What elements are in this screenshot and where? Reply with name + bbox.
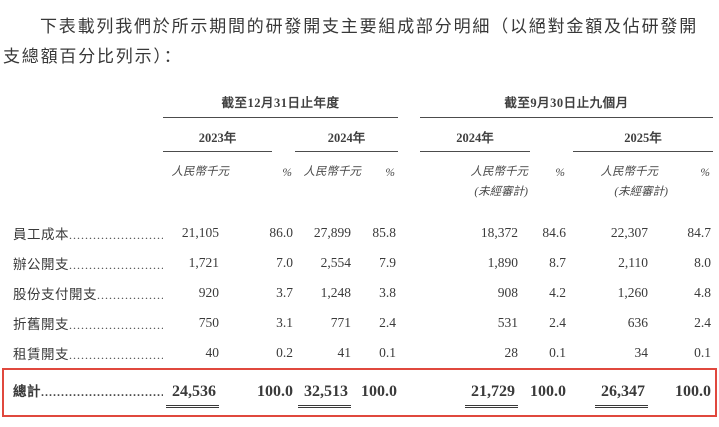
value-cell: 0.1 bbox=[549, 345, 566, 360]
unit-label: 人民幣千元 bbox=[171, 166, 230, 178]
row-label: 辦公開支 bbox=[13, 253, 163, 273]
value-cell: 86.0 bbox=[269, 225, 293, 240]
table-row-share-based-payment: 股份支付開支 920 3.7 1,248 3.8 908 4.2 1,260 4… bbox=[13, 278, 713, 308]
pct-label: % bbox=[555, 167, 565, 179]
total-row-highlight-box: 總計 24,536 100.0 32,513 100.0 21,729 100.… bbox=[2, 368, 717, 417]
rnd-expense-table: 截至12月31日止年度 截至9月30日止九個月 2023年 2024年 2024… bbox=[13, 92, 713, 368]
total-value-cell: 100.0 bbox=[361, 383, 397, 400]
table-row-depreciation: 折舊開支 750 3.1 771 2.4 531 2.4 636 2.4 bbox=[13, 308, 713, 338]
total-row-label: 總計 bbox=[13, 380, 163, 400]
row-label: 股份支付開支 bbox=[13, 283, 163, 303]
value-cell: 908 bbox=[497, 285, 518, 300]
value-cell: 1,890 bbox=[487, 255, 518, 270]
value-cell: 85.8 bbox=[372, 225, 396, 240]
dot-leader bbox=[41, 385, 163, 400]
total-value-cell: 24,536 bbox=[163, 383, 229, 408]
value-cell: 40 bbox=[205, 345, 220, 360]
col-group-title-annual: 截至12月31日止年度 bbox=[163, 92, 398, 118]
total-value-cell: 26,347 bbox=[568, 383, 658, 408]
value-cell: 771 bbox=[330, 315, 351, 330]
value-cell: 7.0 bbox=[276, 255, 293, 270]
dot-leader bbox=[69, 228, 163, 243]
value-cell: 4.8 bbox=[694, 285, 711, 300]
value-cell: 0.2 bbox=[276, 345, 293, 360]
value-cell: 1,248 bbox=[320, 285, 351, 300]
value-cell: 7.9 bbox=[379, 255, 396, 270]
dot-leader bbox=[69, 318, 163, 333]
value-cell: 2.4 bbox=[549, 315, 566, 330]
value-cell: 3.8 bbox=[379, 285, 396, 300]
table-row-lease-expenses: 租賃開支 40 0.2 41 0.1 28 0.1 34 0.1 bbox=[13, 338, 713, 368]
value-cell: 920 bbox=[198, 285, 219, 300]
table-header-groups: 截至12月31日止年度 截至9月30日止九個月 bbox=[13, 92, 713, 118]
unaudited-label: (未經審計) bbox=[614, 186, 668, 198]
value-cell: 2.4 bbox=[379, 315, 396, 330]
value-cell: 531 bbox=[497, 315, 518, 330]
dot-leader bbox=[69, 348, 163, 363]
value-cell: 27,899 bbox=[313, 225, 351, 240]
intro-line-1: 下表載列我們於所示期間的研發開支主要組成部分明細（以絕對金額及佔研發開 bbox=[40, 17, 698, 36]
row-label: 折舊開支 bbox=[13, 313, 163, 333]
value-cell: 34 bbox=[634, 345, 649, 360]
value-cell: 21,105 bbox=[181, 225, 219, 240]
value-cell: 1,721 bbox=[188, 255, 219, 270]
value-cell: 4.2 bbox=[549, 285, 566, 300]
value-cell: 84.7 bbox=[687, 225, 711, 240]
value-cell: 22,307 bbox=[610, 225, 648, 240]
pct-label: % bbox=[385, 167, 395, 179]
total-value-cell: 100.0 bbox=[530, 383, 566, 400]
row-label: 員工成本 bbox=[13, 223, 163, 243]
value-cell: 8.0 bbox=[694, 255, 711, 270]
unit-label: 人民幣千元 bbox=[303, 166, 362, 178]
value-cell: 750 bbox=[198, 315, 219, 330]
dot-leader bbox=[69, 258, 163, 273]
col-group-title-ninemonth: 截至9月30日止九個月 bbox=[420, 92, 713, 118]
value-cell: 8.7 bbox=[549, 255, 566, 270]
value-cell: 3.1 bbox=[276, 315, 293, 330]
value-cell: 0.1 bbox=[694, 345, 711, 360]
value-cell: 18,372 bbox=[480, 225, 518, 240]
table-header-years: 2023年 2024年 2024年 2025年 bbox=[13, 127, 713, 152]
year-col-2024: 2024年 bbox=[295, 127, 398, 152]
intro-paragraph: 下表載列我們於所示期間的研發開支主要組成部分明細（以絕對金額及佔研發開支總額百分… bbox=[3, 12, 713, 72]
value-cell: 636 bbox=[627, 315, 648, 330]
pct-label: % bbox=[282, 167, 292, 179]
value-cell: 1,260 bbox=[617, 285, 648, 300]
pct-label: % bbox=[700, 167, 710, 179]
value-cell: 2,110 bbox=[618, 255, 648, 270]
dot-leader bbox=[97, 288, 163, 303]
year-col-2025: 2025年 bbox=[568, 127, 713, 152]
unit-label: 人民幣千元 bbox=[470, 166, 529, 178]
table-body: 員工成本 21,105 86.0 27,899 85.8 18,372 84.6… bbox=[13, 218, 713, 368]
row-label: 租賃開支 bbox=[13, 343, 163, 363]
total-value-cell: 100.0 bbox=[675, 383, 711, 400]
intro-line-2: 支總額百分比列示）： bbox=[3, 47, 183, 66]
total-value-cell: 100.0 bbox=[257, 383, 293, 400]
table-row-employee-costs: 員工成本 21,105 86.0 27,899 85.8 18,372 84.6… bbox=[13, 218, 713, 248]
total-row: 總計 24,536 100.0 32,513 100.0 21,729 100.… bbox=[4, 370, 715, 408]
value-cell: 0.1 bbox=[379, 345, 396, 360]
value-cell: 3.7 bbox=[276, 285, 293, 300]
total-value-cell: 21,729 bbox=[420, 383, 528, 408]
unit-label: 人民幣千元 bbox=[600, 166, 659, 178]
document-page: 下表載列我們於所示期間的研發開支主要組成部分明細（以絕對金額及佔研發開支總額百分… bbox=[0, 12, 719, 427]
value-cell: 2,554 bbox=[320, 255, 351, 270]
value-cell: 84.6 bbox=[542, 225, 566, 240]
value-cell: 41 bbox=[337, 345, 352, 360]
table-row-office-expenses: 辦公開支 1,721 7.0 2,554 7.9 1,890 8.7 2,110… bbox=[13, 248, 713, 278]
year-col-2023: 2023年 bbox=[163, 127, 295, 152]
year-col-2024-ninemonth: 2024年 bbox=[420, 127, 568, 152]
total-value-cell: 32,513 bbox=[295, 383, 361, 408]
table-header-units: 人民幣千元 % 人民幣千元 % 人民幣千元 % 人民幣千元 % bbox=[13, 163, 713, 179]
unaudited-label: (未經審計) bbox=[474, 186, 528, 198]
table-header-unaudited: (未經審計) (未經審計) bbox=[13, 183, 713, 199]
value-cell: 28 bbox=[504, 345, 519, 360]
value-cell: 2.4 bbox=[694, 315, 711, 330]
